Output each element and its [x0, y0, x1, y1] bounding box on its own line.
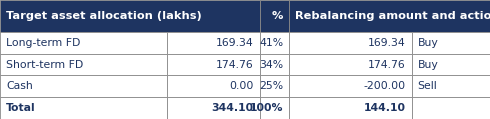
Text: Cash: Cash: [6, 81, 33, 91]
Bar: [260, 75, 289, 97]
Text: 174.76: 174.76: [216, 60, 254, 70]
Bar: [289, 54, 412, 75]
Bar: [412, 54, 490, 75]
Text: Sell: Sell: [417, 81, 437, 91]
Bar: [167, 32, 260, 54]
Text: 169.34: 169.34: [368, 38, 406, 48]
Bar: [260, 54, 289, 75]
Text: -200.00: -200.00: [364, 81, 406, 91]
Bar: [412, 32, 490, 54]
Bar: [0, 97, 167, 119]
Bar: [260, 0, 289, 32]
Bar: [0, 75, 167, 97]
Bar: [289, 32, 412, 54]
Bar: [412, 75, 490, 97]
Bar: [260, 32, 289, 54]
Bar: [0, 54, 167, 75]
Text: 169.34: 169.34: [216, 38, 254, 48]
Text: 0.00: 0.00: [229, 81, 254, 91]
Text: %: %: [272, 11, 283, 21]
Bar: [289, 97, 412, 119]
Bar: [167, 75, 260, 97]
Bar: [260, 97, 289, 119]
Bar: [412, 97, 490, 119]
Bar: [0, 32, 167, 54]
Text: 34%: 34%: [259, 60, 283, 70]
Text: Buy: Buy: [417, 60, 438, 70]
Text: Total: Total: [6, 103, 35, 113]
Text: Target asset allocation (lakhs): Target asset allocation (lakhs): [6, 11, 201, 21]
Bar: [289, 0, 490, 32]
Text: Short-term FD: Short-term FD: [6, 60, 83, 70]
Bar: [289, 75, 412, 97]
Text: 41%: 41%: [259, 38, 283, 48]
Text: Rebalancing amount and action: Rebalancing amount and action: [295, 11, 490, 21]
Bar: [0, 0, 260, 32]
Text: 174.76: 174.76: [368, 60, 406, 70]
Bar: [167, 54, 260, 75]
Text: Buy: Buy: [417, 38, 438, 48]
Bar: [167, 97, 260, 119]
Text: Long-term FD: Long-term FD: [6, 38, 80, 48]
Text: 144.10: 144.10: [364, 103, 406, 113]
Text: 344.10: 344.10: [212, 103, 254, 113]
Text: 100%: 100%: [250, 103, 283, 113]
Text: 25%: 25%: [259, 81, 283, 91]
